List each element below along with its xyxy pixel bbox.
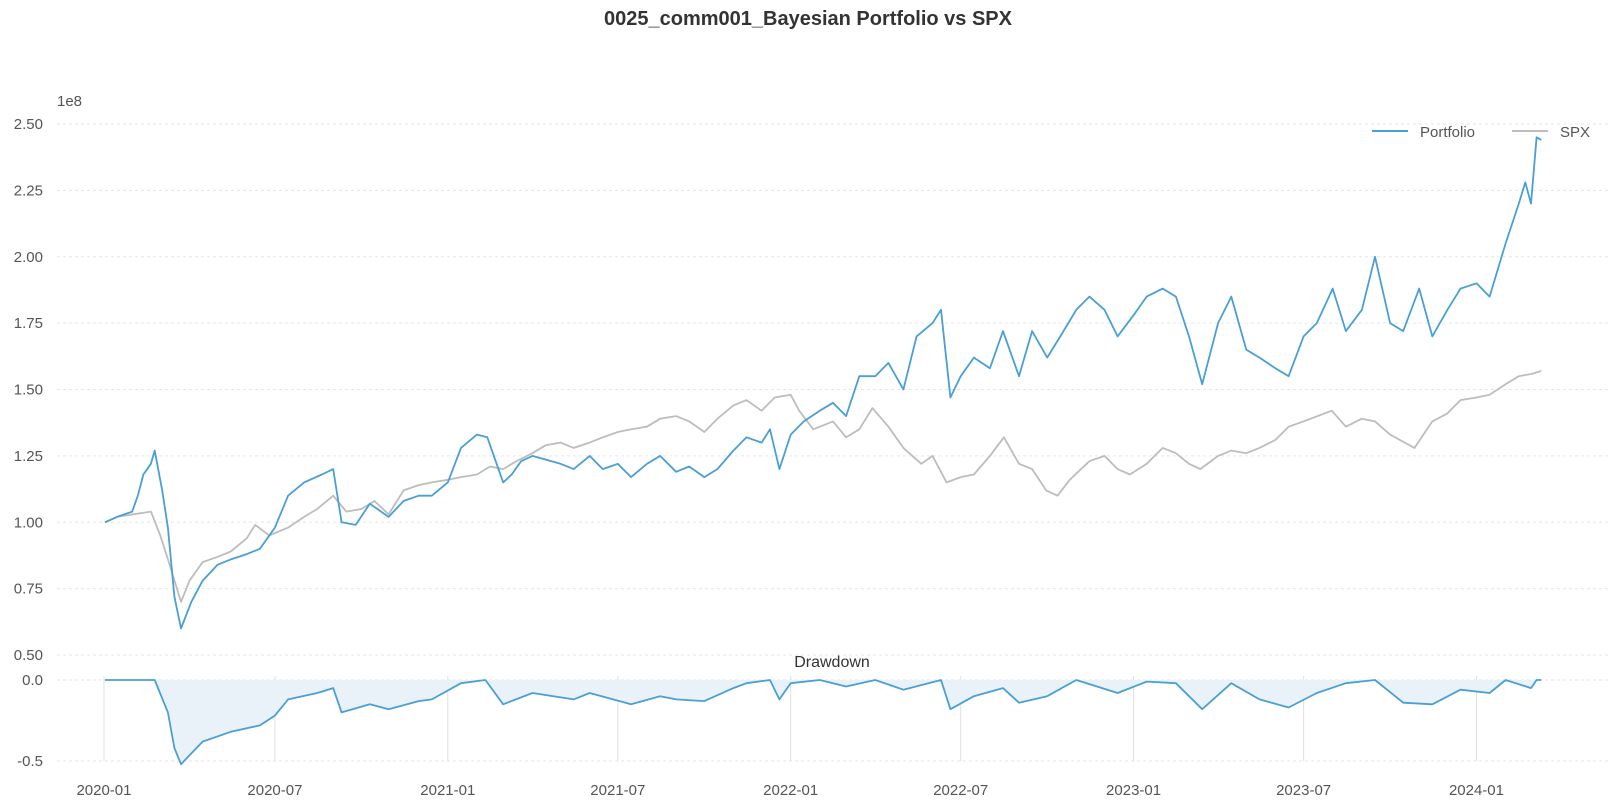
bottom-y-tick-label: 0.0 [22, 672, 43, 689]
x-tick-label: 2022-01 [763, 782, 818, 799]
x-tick-label: 2020-07 [247, 782, 302, 799]
top-grid [57, 123, 1608, 656]
legend: Portfolio SPX [1372, 124, 1590, 141]
legend-label-portfolio: Portfolio [1420, 124, 1475, 141]
drawdown-title: Drawdown [794, 654, 870, 671]
drawdown-line [104, 679, 1542, 766]
top-y-tick-label: 2.50 [14, 116, 43, 133]
top-y-tick-label: 1.00 [14, 514, 43, 531]
bottom-y-ticks: -0.5 0.0 [17, 672, 43, 770]
top-series-layer [104, 136, 1542, 630]
series-line-portfolio [104, 136, 1542, 630]
legend-label-spx: SPX [1560, 124, 1590, 141]
x-tick-label: 2021-07 [590, 782, 645, 799]
top-y-tick-label: 0.75 [14, 581, 43, 598]
x-tick-label: 2021-01 [420, 782, 475, 799]
bottom-y-tick-label: -0.5 [17, 753, 43, 770]
x-tick-label: 2022-07 [933, 782, 988, 799]
top-y-tick-label: 1.75 [14, 315, 43, 332]
drawdown-area [104, 680, 1542, 765]
x-tick-label: 2020-01 [76, 782, 131, 799]
top-y-tick-label: 2.25 [14, 182, 43, 199]
x-tick-label: 2023-07 [1276, 782, 1331, 799]
bottom-series-layer [104, 679, 1542, 766]
x-tick-label: 2024-01 [1449, 782, 1504, 799]
top-y-tick-label: 2.00 [14, 249, 43, 266]
top-y-tick-label: 1.25 [14, 448, 43, 465]
y-axis-offset-label: 1e8 [57, 93, 82, 110]
chart-title: 0025_comm001_Bayesian Portfolio vs SPX [604, 8, 1013, 30]
top-y-tick-label: 0.50 [14, 647, 43, 664]
top-y-ticks: 0.50 0.75 1.00 1.25 1.50 1.75 2.00 2.25 2.50 [14, 116, 43, 664]
x-tick-label: 2023-01 [1106, 782, 1161, 799]
series-line-spx [104, 370, 1542, 603]
top-y-tick-label: 1.50 [14, 382, 43, 399]
x-ticks: 2020-01 2020-07 2021-01 2021-07 2022-01 2022-… [76, 782, 1504, 799]
